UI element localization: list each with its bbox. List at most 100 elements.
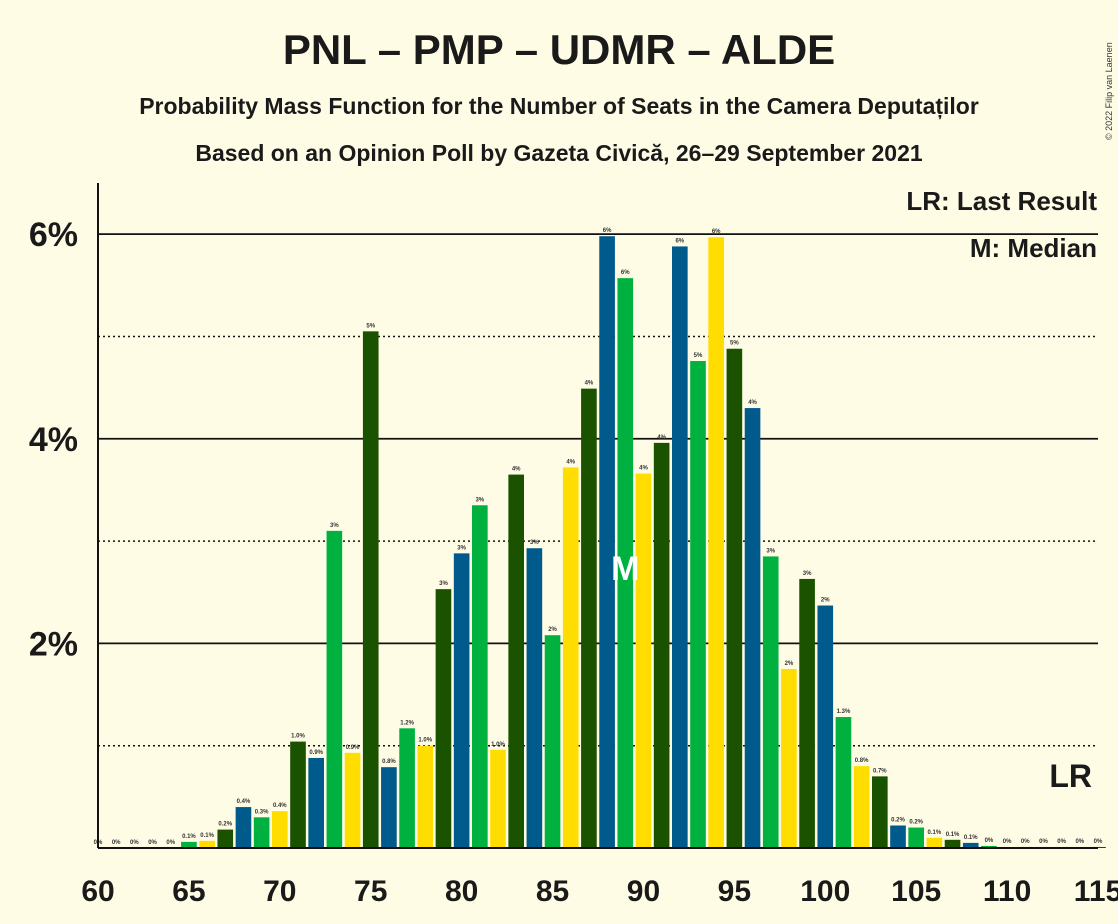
bar-seat-77 — [399, 728, 415, 848]
y-tick-label: 4% — [29, 421, 78, 459]
bar-seat-102 — [853, 766, 870, 848]
bar-label-seat-88: 6% — [603, 228, 612, 234]
bar-seat-71 — [290, 741, 306, 848]
bar-seat-70 — [272, 811, 288, 848]
bar-label-seat-80: 3% — [457, 545, 466, 551]
bar-seat-96 — [744, 408, 761, 848]
bar-seat-91 — [653, 442, 670, 848]
bar-label-seat-71: 1.0% — [291, 734, 305, 740]
legend-last-result: LR: Last Result — [906, 186, 1097, 216]
bar-seat-98 — [781, 668, 797, 848]
bar-label-seat-110: 0% — [1003, 839, 1012, 845]
legend-median: M: Median — [970, 233, 1097, 263]
bar-label-seat-96: 4% — [748, 400, 757, 406]
bar-label-seat-113: 0% — [1057, 839, 1066, 845]
bar-label-seat-78: 1.0% — [418, 738, 432, 744]
bar-label-seat-76: 0.8% — [382, 759, 396, 765]
median-marker: M — [611, 550, 639, 588]
bar-label-seat-77: 1.2% — [400, 720, 414, 726]
bar-label-seat-97: 3% — [766, 548, 775, 554]
bar-seat-78 — [417, 745, 434, 848]
bar-seat-67 — [217, 829, 234, 848]
bar-seat-69 — [253, 817, 270, 848]
bar-label-seat-115: 0% — [1094, 839, 1103, 845]
bar-label-seat-108: 0.1% — [964, 835, 978, 841]
bar-seat-66 — [199, 840, 215, 848]
bar-label-seat-87: 4% — [585, 381, 594, 387]
bar-seat-80 — [453, 553, 470, 848]
bar-label-seat-72: 0.9% — [309, 750, 323, 756]
y-tick-label: 6% — [29, 216, 78, 254]
bar-label-seat-69: 0.3% — [255, 809, 269, 815]
bar-seat-68 — [235, 807, 252, 848]
bar-seat-103 — [872, 776, 888, 848]
bar-seat-79 — [435, 589, 452, 848]
bar-label-seat-63: 0% — [148, 840, 157, 846]
bar-label-seat-67: 0.2% — [218, 822, 232, 828]
bar-seat-84 — [526, 548, 543, 848]
x-tick-label: 110 — [983, 875, 1031, 908]
bar-label-seat-114: 0% — [1075, 839, 1084, 845]
chart-title: PNL – PMP – UDMR – ALDE — [283, 26, 835, 73]
bar-label-seat-99: 3% — [803, 571, 812, 577]
bar-label-seat-66: 0.1% — [200, 833, 214, 839]
bar-label-seat-81: 3% — [475, 497, 484, 503]
bar-seat-100 — [817, 605, 834, 848]
bar-label-seat-111: 0% — [1021, 839, 1030, 845]
bar-seat-75 — [362, 331, 379, 848]
x-tick-label: 95 — [718, 875, 751, 908]
y-axis-ticks: 2% 4% 6% — [29, 216, 78, 663]
bar-label-seat-91: 4% — [657, 435, 666, 441]
bar-label-seat-75: 5% — [366, 323, 375, 329]
bar-seat-76 — [381, 767, 397, 848]
bar-seat-65 — [181, 841, 197, 848]
bar-label-seat-74: 0.9% — [346, 745, 360, 751]
x-tick-label: 70 — [263, 875, 296, 908]
bar-seat-95 — [726, 348, 743, 848]
chart-source-line: Based on an Opinion Poll by Gazeta Civic… — [195, 140, 923, 166]
bar-seat-105 — [908, 827, 924, 848]
bar-seat-109 — [981, 845, 997, 848]
bar-seat-107 — [944, 839, 961, 848]
bar-seat-72 — [308, 757, 324, 848]
bar-label-seat-98: 2% — [785, 661, 794, 667]
bar-label-seat-62: 0% — [130, 840, 139, 846]
bar-seat-87 — [581, 388, 597, 848]
bar-seat-74 — [344, 752, 361, 848]
bar-label-seat-73: 3% — [330, 523, 339, 529]
bar-seat-81 — [472, 505, 488, 848]
bar-label-seat-65: 0.1% — [182, 834, 196, 840]
bar-label-seat-106: 0.1% — [928, 830, 942, 836]
bar-label-seat-100: 2% — [821, 598, 830, 604]
bar-label-seat-105: 0.2% — [909, 820, 923, 826]
bar-seat-97 — [762, 556, 779, 848]
bar-seat-88 — [599, 236, 615, 848]
bar-label-seat-109: 0% — [985, 838, 994, 844]
bar-value-labels: 0% 0% 0% 0% 0% 0.1% 0.1% 0.2% 0.4% 0.3% 0.4% 1.0% 0.… — [94, 228, 1103, 846]
bar-seat-92 — [672, 246, 688, 848]
bar-seat-99 — [799, 578, 815, 848]
bar-label-seat-85: 2% — [548, 627, 557, 633]
y-tick-label: 2% — [29, 625, 78, 663]
bar-label-seat-89: 6% — [621, 270, 630, 276]
bar-label-seat-83: 4% — [512, 467, 521, 473]
bar-seat-93 — [690, 361, 706, 848]
bar-label-seat-84: 3% — [530, 540, 539, 546]
x-axis-ticks: 60 65 70 75 80 85 90 95 100 105 110 115 — [81, 875, 1118, 908]
x-tick-label: 60 — [81, 875, 114, 908]
bar-label-seat-102: 0.8% — [855, 758, 869, 764]
bar-seat-108 — [962, 842, 979, 848]
bar-label-seat-92: 6% — [675, 238, 684, 244]
x-tick-label: 90 — [627, 875, 660, 908]
bar-label-seat-94: 6% — [712, 229, 721, 235]
bar-seat-90 — [635, 473, 652, 848]
chart-subtitle: Probability Mass Function for the Number… — [139, 93, 979, 120]
bar-seat-83 — [508, 474, 524, 848]
bar-label-seat-93: 5% — [694, 353, 703, 359]
x-tick-label: 75 — [354, 875, 387, 908]
bar-label-seat-90: 4% — [639, 466, 648, 472]
bar-seat-73 — [326, 530, 343, 848]
gridlines — [98, 233, 1098, 747]
bar-label-seat-79: 3% — [439, 581, 448, 587]
x-tick-label: 65 — [172, 875, 205, 908]
